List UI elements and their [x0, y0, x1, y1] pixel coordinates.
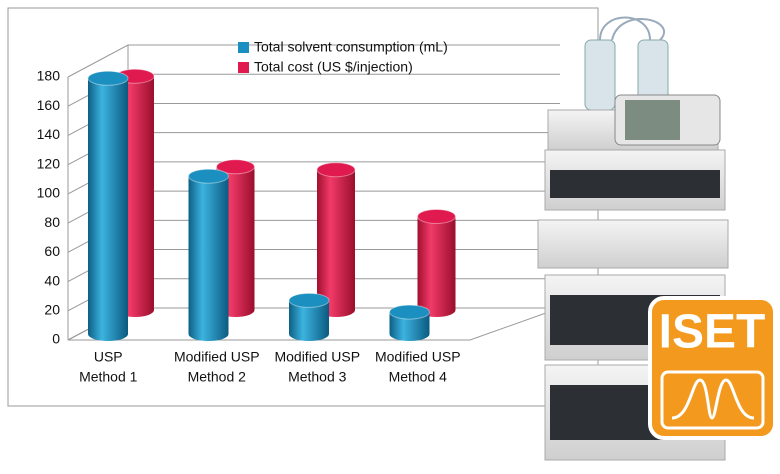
- legend-swatch: [238, 42, 249, 53]
- y-tick-label: 120: [37, 155, 61, 171]
- bar-top: [316, 162, 356, 178]
- grid-line: [67, 44, 560, 78]
- y-tick-label: 80: [44, 214, 60, 230]
- bar: [417, 216, 456, 318]
- x-tick-label: Modified USP: [274, 349, 360, 365]
- y-tick-label: 20: [44, 301, 60, 317]
- x-tick-label: Method 1: [79, 369, 138, 385]
- x-tick-label: Method 2: [188, 369, 247, 385]
- legend-label: Total cost (US $/injection): [254, 59, 413, 75]
- bar: [188, 176, 229, 341]
- bar-top: [188, 168, 229, 184]
- y-tick-label: 180: [37, 68, 61, 84]
- instrument-image: [537, 16, 729, 461]
- logo: ISET: [648, 296, 777, 440]
- x-tick-label: Modified USP: [174, 349, 260, 365]
- y-tick-label: 100: [37, 185, 61, 201]
- y-tick-label: 160: [37, 97, 61, 113]
- bar: [389, 312, 430, 341]
- y-tick-label: 60: [44, 243, 60, 259]
- bar: [317, 169, 355, 317]
- legend-label: Total solvent consumption (mL): [254, 39, 448, 55]
- y-tick-label: 140: [37, 126, 61, 142]
- x-tick-label: Modified USP: [375, 349, 461, 365]
- x-tick-label: Method 4: [389, 369, 448, 385]
- bar-top: [417, 208, 456, 224]
- bar-top: [216, 159, 255, 175]
- x-tick-label: Method 3: [288, 369, 347, 385]
- bar: [88, 78, 128, 342]
- bar-top: [288, 292, 330, 308]
- logo-text: ISET: [659, 306, 766, 359]
- x-tick-label: USP: [94, 349, 123, 365]
- legend-swatch: [238, 62, 249, 73]
- bar: [289, 300, 329, 341]
- bar-top: [87, 70, 129, 86]
- chart: 0 20 40 60 80 100 120 140 160 180 Total solvent co…: [37, 39, 561, 385]
- y-tick-label: 40: [44, 272, 60, 288]
- bar-top: [389, 304, 430, 320]
- y-tick-label: 0: [52, 331, 60, 347]
